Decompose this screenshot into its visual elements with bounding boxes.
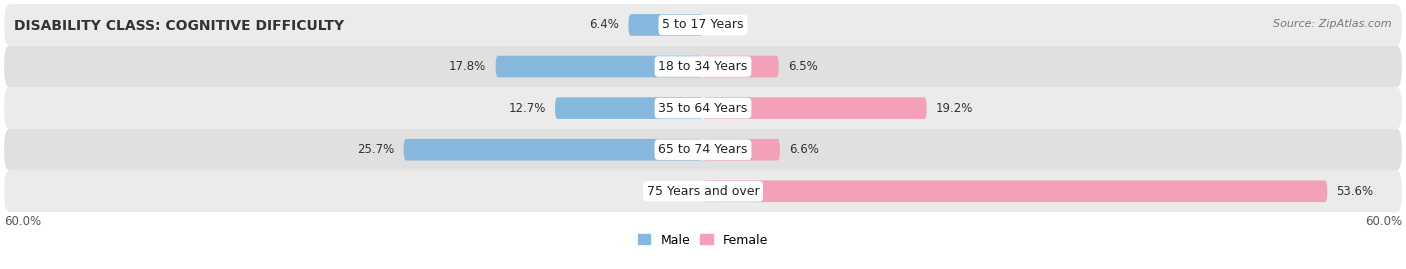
FancyBboxPatch shape <box>555 97 703 119</box>
Text: 6.5%: 6.5% <box>787 60 818 73</box>
Text: 35 to 64 Years: 35 to 64 Years <box>658 102 748 115</box>
Text: 25.7%: 25.7% <box>357 143 394 156</box>
Text: 65 to 74 Years: 65 to 74 Years <box>658 143 748 156</box>
Text: 75 Years and over: 75 Years and over <box>647 185 759 198</box>
FancyBboxPatch shape <box>703 56 779 77</box>
Text: 60.0%: 60.0% <box>4 215 41 228</box>
FancyBboxPatch shape <box>703 139 780 161</box>
Text: 6.4%: 6.4% <box>589 19 619 31</box>
FancyBboxPatch shape <box>703 180 1327 202</box>
FancyBboxPatch shape <box>4 46 1402 87</box>
Text: 17.8%: 17.8% <box>449 60 486 73</box>
FancyBboxPatch shape <box>4 171 1402 212</box>
Text: DISABILITY CLASS: COGNITIVE DIFFICULTY: DISABILITY CLASS: COGNITIVE DIFFICULTY <box>14 19 344 33</box>
Text: 12.7%: 12.7% <box>509 102 546 115</box>
FancyBboxPatch shape <box>4 87 1402 129</box>
FancyBboxPatch shape <box>4 129 1402 171</box>
FancyBboxPatch shape <box>628 14 703 36</box>
Text: 5 to 17 Years: 5 to 17 Years <box>662 19 744 31</box>
FancyBboxPatch shape <box>703 97 927 119</box>
Text: Source: ZipAtlas.com: Source: ZipAtlas.com <box>1274 19 1392 29</box>
Text: 18 to 34 Years: 18 to 34 Years <box>658 60 748 73</box>
Text: 19.2%: 19.2% <box>936 102 973 115</box>
Text: 0.0%: 0.0% <box>713 19 742 31</box>
FancyBboxPatch shape <box>496 56 703 77</box>
FancyBboxPatch shape <box>404 139 703 161</box>
Text: 6.6%: 6.6% <box>789 143 820 156</box>
Legend: Male, Female: Male, Female <box>633 229 773 252</box>
Text: 0.0%: 0.0% <box>664 185 693 198</box>
Text: 60.0%: 60.0% <box>1365 215 1402 228</box>
FancyBboxPatch shape <box>4 4 1402 46</box>
Text: 53.6%: 53.6% <box>1337 185 1374 198</box>
